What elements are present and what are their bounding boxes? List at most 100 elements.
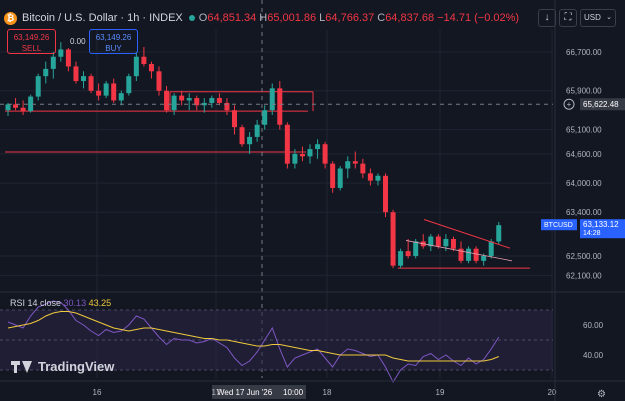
candle-body <box>337 168 343 188</box>
candle-body <box>103 83 109 96</box>
wedge-upper-line <box>423 219 511 249</box>
candle-body <box>13 104 19 108</box>
candle-body <box>133 56 139 77</box>
gear-icon[interactable]: ⚙ <box>597 389 606 400</box>
candle-body <box>156 71 162 91</box>
sell-label: SELL <box>21 44 42 53</box>
bitcoin-icon: ₿ <box>4 11 17 25</box>
candle-body <box>224 102 230 111</box>
candle-body <box>5 104 11 111</box>
candle-body <box>375 175 381 181</box>
rsi-value: 30.13 <box>63 298 87 308</box>
candle-body <box>81 76 86 82</box>
candle-body <box>35 76 41 97</box>
rsi-line <box>7 300 500 384</box>
rsi-legend: RSI 14 close 30.13 43.25 <box>10 298 111 308</box>
spread-value: 0.00 <box>70 37 86 46</box>
change-value: −14.71 (−0.02%) <box>437 12 520 24</box>
close-value: 64,837.68 <box>385 12 435 24</box>
candle-body <box>450 238 456 249</box>
candles <box>5 42 502 269</box>
open-value: 64,851.34 <box>207 12 257 24</box>
open-label: O <box>198 12 208 24</box>
symbol-badge <box>541 219 577 231</box>
candle-body <box>209 98 215 103</box>
price-tick-label: 63,400.00 <box>566 208 602 217</box>
candle-body <box>345 161 351 169</box>
candle-body <box>443 238 449 247</box>
buy-button[interactable]: 63,149.26 BUY <box>89 29 138 54</box>
candle-body <box>239 127 245 145</box>
low-value: 64,766.37 <box>325 12 375 24</box>
candle-body <box>65 49 71 67</box>
candle-body <box>413 241 419 256</box>
sell-button[interactable]: 63,149.26 SELL <box>7 29 56 54</box>
candle-body <box>458 248 464 261</box>
candle-body <box>330 163 336 188</box>
candle-body <box>262 110 268 125</box>
candle-body <box>111 83 117 101</box>
candle-body <box>247 136 253 145</box>
candle-body <box>428 236 434 247</box>
low-label: L <box>319 12 326 24</box>
crosshair-time-value: 10:00 <box>283 388 304 397</box>
download-button[interactable]: ↓ <box>538 9 556 27</box>
arrow-down-icon: ↓ <box>544 12 550 23</box>
price-tick-label: 65,900.00 <box>566 87 602 96</box>
tradingview-logo[interactable]: TradingView <box>11 359 114 374</box>
symbol-legend: ₿ Bitcoin / U.S. Dollar · 1h · INDEX O 64… <box>4 10 522 26</box>
candle-body <box>126 76 132 94</box>
candle-body <box>186 98 192 101</box>
time-tick-label: 19 <box>436 388 445 397</box>
price-tick-label: 62,500.00 <box>566 252 602 261</box>
candle-body <box>473 248 479 261</box>
crosshair-time-label: Wed 17 Jun '26 <box>217 388 273 397</box>
candle-body <box>466 248 472 261</box>
price-tick-label: 65,100.00 <box>566 126 602 135</box>
plus-icon-glyph: + <box>567 100 572 109</box>
price-tick-label: 62,100.00 <box>566 271 602 280</box>
last-price-badge <box>580 219 625 239</box>
buy-label: BUY <box>105 44 122 53</box>
fullscreen-icon: ⛶ <box>564 12 572 23</box>
wedge-lower-line <box>405 240 513 262</box>
rsi-ma-value: 43.25 <box>88 298 112 308</box>
rsi-tick-label: 40.00 <box>583 351 604 360</box>
candle-body <box>43 68 49 77</box>
fullscreen-button[interactable]: ⛶ <box>559 9 577 27</box>
crosshair-time-tag <box>212 385 306 399</box>
candle-body <box>216 98 222 103</box>
bar-countdown: 14:28 <box>583 230 601 237</box>
currency-value: USD <box>584 13 601 22</box>
price-tick-label: 64,000.00 <box>566 179 602 188</box>
candle-body <box>201 102 207 106</box>
currency-select[interactable]: USD ⌄ <box>580 9 616 27</box>
candle-body <box>20 107 26 112</box>
symbol-title: Bitcoin / U.S. Dollar · 1h · INDEX <box>22 12 183 24</box>
candle-body <box>58 49 64 57</box>
candle-body <box>148 64 154 72</box>
time-tick-label: 18 <box>323 388 332 397</box>
plus-icon <box>563 98 575 110</box>
last-price-value: 63,133.12 <box>583 220 619 229</box>
candle-body <box>254 124 260 137</box>
candle-body <box>171 95 177 111</box>
candle-body <box>232 110 237 128</box>
candle-body <box>50 56 56 69</box>
candle-body <box>118 93 124 101</box>
candle-body <box>398 251 404 266</box>
rsi-label: RSI 14 close <box>10 298 62 308</box>
candle-body <box>405 251 411 256</box>
candle-body <box>307 149 313 157</box>
candle-body <box>390 212 396 266</box>
time-tick-label: 17 <box>212 388 221 397</box>
candle-body <box>277 88 283 125</box>
candle-body <box>194 98 200 106</box>
price-tick-label: 64,600.00 <box>566 150 602 159</box>
tradingview-logo-icon <box>11 360 33 373</box>
time-tick-label: 20 <box>548 388 557 397</box>
candle-body <box>315 144 321 150</box>
candle-body <box>269 88 275 111</box>
